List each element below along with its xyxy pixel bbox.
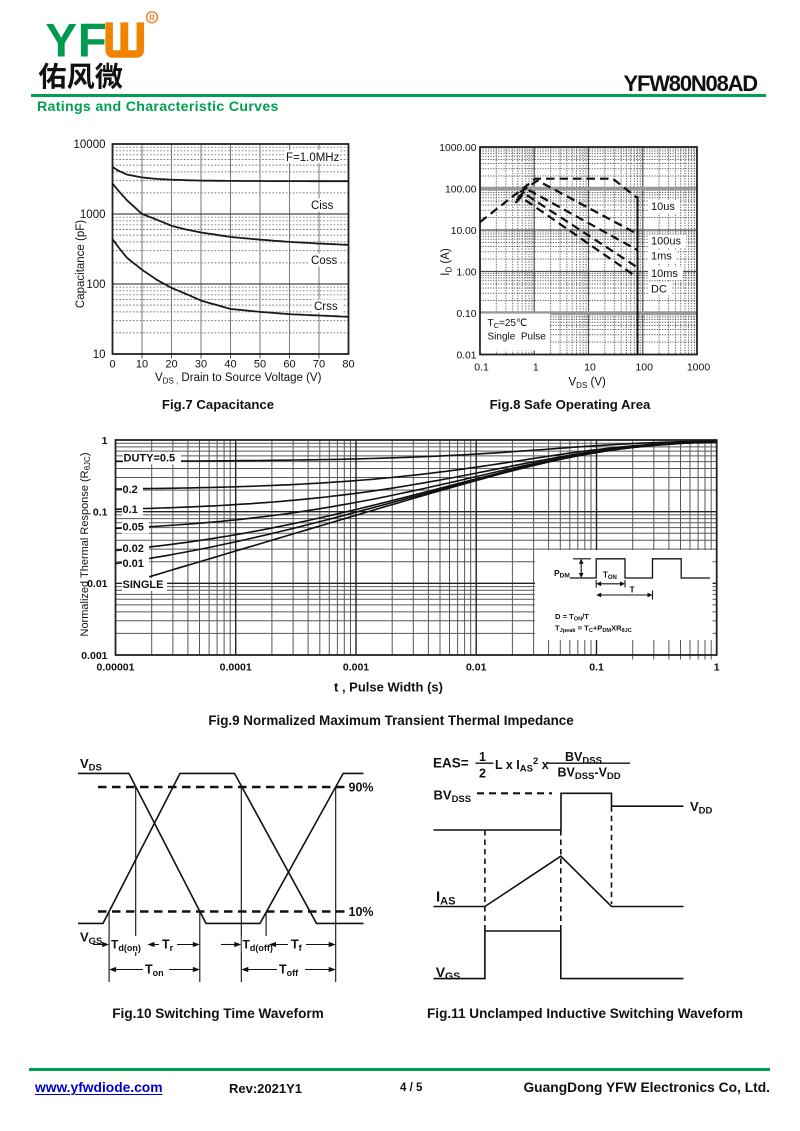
svg-text:Y: Y: [45, 14, 77, 67]
svg-text:0.01: 0.01: [87, 578, 108, 590]
svg-text:90%: 90%: [349, 781, 374, 795]
svg-text:Single Pulse: Single Pulse: [488, 332, 547, 343]
svg-text:Ciss: Ciss: [311, 200, 334, 212]
svg-text:ID (A): ID (A): [440, 248, 454, 276]
svg-text:1: 1: [533, 362, 539, 374]
svg-text:VDS: VDS: [80, 756, 102, 774]
svg-text:IAS: IAS: [436, 889, 455, 908]
svg-text:100.00: 100.00: [445, 184, 477, 195]
svg-text:80: 80: [342, 359, 354, 371]
svg-text:2: 2: [479, 767, 486, 781]
svg-text:0.0001: 0.0001: [220, 662, 252, 674]
svg-text:1000: 1000: [80, 209, 106, 221]
svg-text:0.001: 0.001: [81, 650, 107, 662]
svg-text:20: 20: [165, 359, 177, 371]
svg-text:10: 10: [584, 362, 596, 374]
svg-text:EAS=: EAS=: [433, 756, 469, 771]
svg-text:10us: 10us: [651, 201, 675, 213]
svg-text:L x IAS2 x: L x IAS2 x: [495, 756, 549, 775]
svg-text:100: 100: [635, 362, 653, 374]
svg-text:1000: 1000: [687, 362, 711, 374]
svg-text:Tr: Tr: [162, 938, 174, 954]
svg-text:0.001: 0.001: [343, 662, 369, 674]
svg-text:40: 40: [224, 359, 236, 371]
svg-text:0.1: 0.1: [474, 362, 489, 374]
svg-text:VGS: VGS: [436, 964, 461, 983]
svg-text:10000: 10000: [74, 139, 106, 151]
svg-text:TON: TON: [603, 571, 617, 582]
svg-text:VDS , Drain to Source Voltage: VDS , Drain to Source Voltage (V): [155, 372, 322, 386]
svg-text:SINGLE: SINGLE: [123, 579, 164, 591]
svg-text:1: 1: [102, 435, 108, 447]
svg-text:50: 50: [254, 359, 266, 371]
svg-text:10.00: 10.00: [451, 226, 477, 237]
svg-text:0.10: 0.10: [456, 309, 476, 320]
svg-text:100: 100: [86, 279, 105, 291]
svg-text:1: 1: [479, 750, 486, 764]
svg-text:T: T: [630, 585, 636, 595]
svg-text:D = TON/T: D = TON/T: [555, 612, 589, 622]
svg-text:TC=25℃: TC=25℃: [488, 318, 528, 330]
svg-text:30: 30: [195, 359, 207, 371]
svg-text:BVDSS-VDD: BVDSS-VDD: [558, 766, 621, 783]
svg-text:VDD: VDD: [690, 799, 713, 817]
svg-text:R: R: [149, 13, 155, 22]
svg-text:0.1: 0.1: [123, 504, 138, 516]
svg-text:0.02: 0.02: [123, 543, 144, 555]
svg-text:F: F: [78, 14, 107, 67]
svg-text:0: 0: [109, 359, 115, 371]
svg-text:Normalized Thermal Response (R: Normalized Thermal Response (RθJC): [79, 453, 92, 637]
svg-text:VGS: VGS: [80, 930, 102, 948]
svg-text:0.00001: 0.00001: [97, 662, 135, 674]
svg-text:1000.00: 1000.00: [439, 143, 476, 154]
svg-text:10ms: 10ms: [651, 268, 678, 280]
svg-text:70: 70: [313, 359, 325, 371]
svg-text:PDM: PDM: [554, 568, 570, 580]
svg-text:0.01: 0.01: [123, 558, 144, 570]
svg-text:VDS (V): VDS (V): [569, 377, 606, 391]
svg-text:t , Pulse Width (s): t , Pulse Width (s): [334, 680, 443, 695]
svg-text:0.2: 0.2: [123, 484, 138, 496]
svg-text:0.01: 0.01: [466, 662, 487, 674]
svg-text:F=1.0MHz: F=1.0MHz: [286, 152, 340, 164]
svg-text:10: 10: [136, 359, 148, 371]
svg-text:1: 1: [714, 662, 720, 674]
svg-text:DC: DC: [651, 284, 667, 296]
svg-text:Tf: Tf: [291, 938, 303, 954]
svg-text:1ms: 1ms: [651, 251, 672, 263]
svg-text:TJpeak = TC+PDMXRθJC: TJpeak = TC+PDMXRθJC: [555, 624, 632, 634]
svg-text:1.00: 1.00: [456, 267, 476, 278]
svg-text:60: 60: [283, 359, 295, 371]
svg-text:0.1: 0.1: [93, 507, 108, 519]
svg-text:Crss: Crss: [314, 301, 338, 313]
svg-text:Coss: Coss: [311, 255, 337, 267]
svg-text:Capacitance (pF): Capacitance (pF): [75, 220, 87, 308]
svg-text:DUTY=0.5: DUTY=0.5: [124, 453, 176, 465]
svg-text:100us: 100us: [651, 236, 681, 248]
svg-text:0.05: 0.05: [123, 522, 144, 534]
svg-text:10: 10: [93, 349, 106, 361]
svg-text:0.1: 0.1: [589, 662, 604, 674]
svg-text:10%: 10%: [349, 905, 374, 919]
svg-text:0.01: 0.01: [456, 350, 476, 361]
svg-text:BVDSS: BVDSS: [434, 788, 472, 806]
svg-text:BVDSS: BVDSS: [565, 750, 602, 767]
